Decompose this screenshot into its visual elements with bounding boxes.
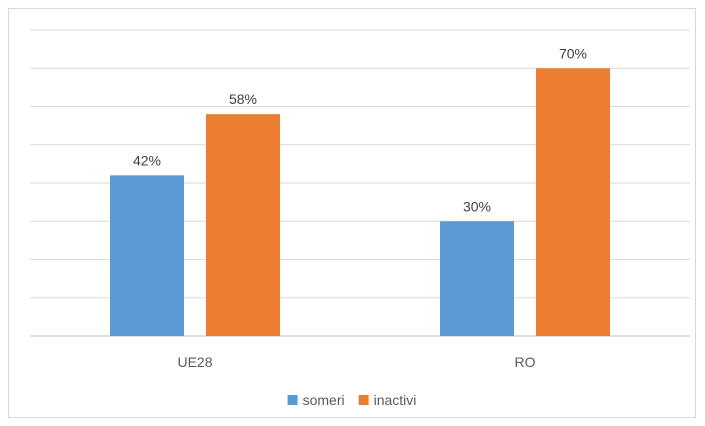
bar-someri-ue28 [110, 175, 184, 336]
bar-someri-ro [440, 221, 514, 336]
legend: someri inactivi [287, 392, 417, 408]
legend-swatch-inactivi [358, 395, 369, 405]
x-tick-label-ue28: UE28 [177, 354, 212, 370]
legend-label-someri: someri [303, 392, 345, 408]
data-label-someri-ro: 30% [463, 198, 491, 214]
bar-inactivi-ue28 [206, 114, 280, 337]
legend-label-inactivi: inactivi [374, 392, 417, 408]
x-tick-label-ro: RO [515, 354, 536, 370]
data-label-someri-ue28: 42% [133, 152, 161, 168]
bar-inactivi-ro [536, 68, 610, 336]
data-label-inactivi-ue28: 58% [229, 91, 257, 107]
data-label-inactivi-ro: 70% [559, 45, 587, 61]
legend-swatch-someri [287, 395, 298, 405]
